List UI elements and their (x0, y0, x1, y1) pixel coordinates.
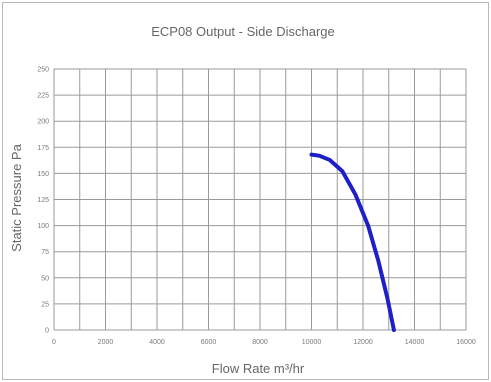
x-tick-label: 16000 (456, 339, 476, 346)
chart-title: ECP08 Output - Side Discharge (151, 24, 335, 39)
y-tick-label: 50 (41, 275, 49, 282)
x-tick-label: 8000 (252, 339, 268, 346)
y-tick-label: 225 (37, 93, 49, 100)
x-tick-label: 12000 (353, 339, 373, 346)
x-tick-label: 2000 (98, 339, 114, 346)
y-tick-label: 75 (41, 249, 49, 256)
y-tick-label: 125 (37, 197, 49, 204)
y-axis-label: Static Pressure Pa (9, 143, 24, 251)
y-tick-label: 250 (37, 67, 49, 74)
y-tick-label: 100 (37, 223, 49, 230)
y-tick-label: 0 (45, 328, 49, 335)
x-tick-label: 4000 (149, 339, 165, 346)
series-line (309, 152, 396, 332)
y-tick-label: 25 (41, 301, 49, 308)
x-tick-label: 14000 (405, 339, 425, 346)
y-tick-label: 175 (37, 145, 49, 152)
x-tick-label: 6000 (201, 339, 217, 346)
y-tick-label: 200 (37, 119, 49, 126)
x-axis-label: Flow Rate m³/hr (212, 361, 305, 376)
x-tick-label: 10000 (302, 339, 322, 346)
chart-ticks: 0 2000 4000 6000 8000 10000 12000 14000 16000 0 25… (37, 67, 476, 347)
y-tick-label: 150 (37, 171, 49, 178)
chart-grid (53, 68, 467, 331)
x-tick-label: 0 (52, 339, 56, 346)
chart-series (309, 152, 396, 332)
